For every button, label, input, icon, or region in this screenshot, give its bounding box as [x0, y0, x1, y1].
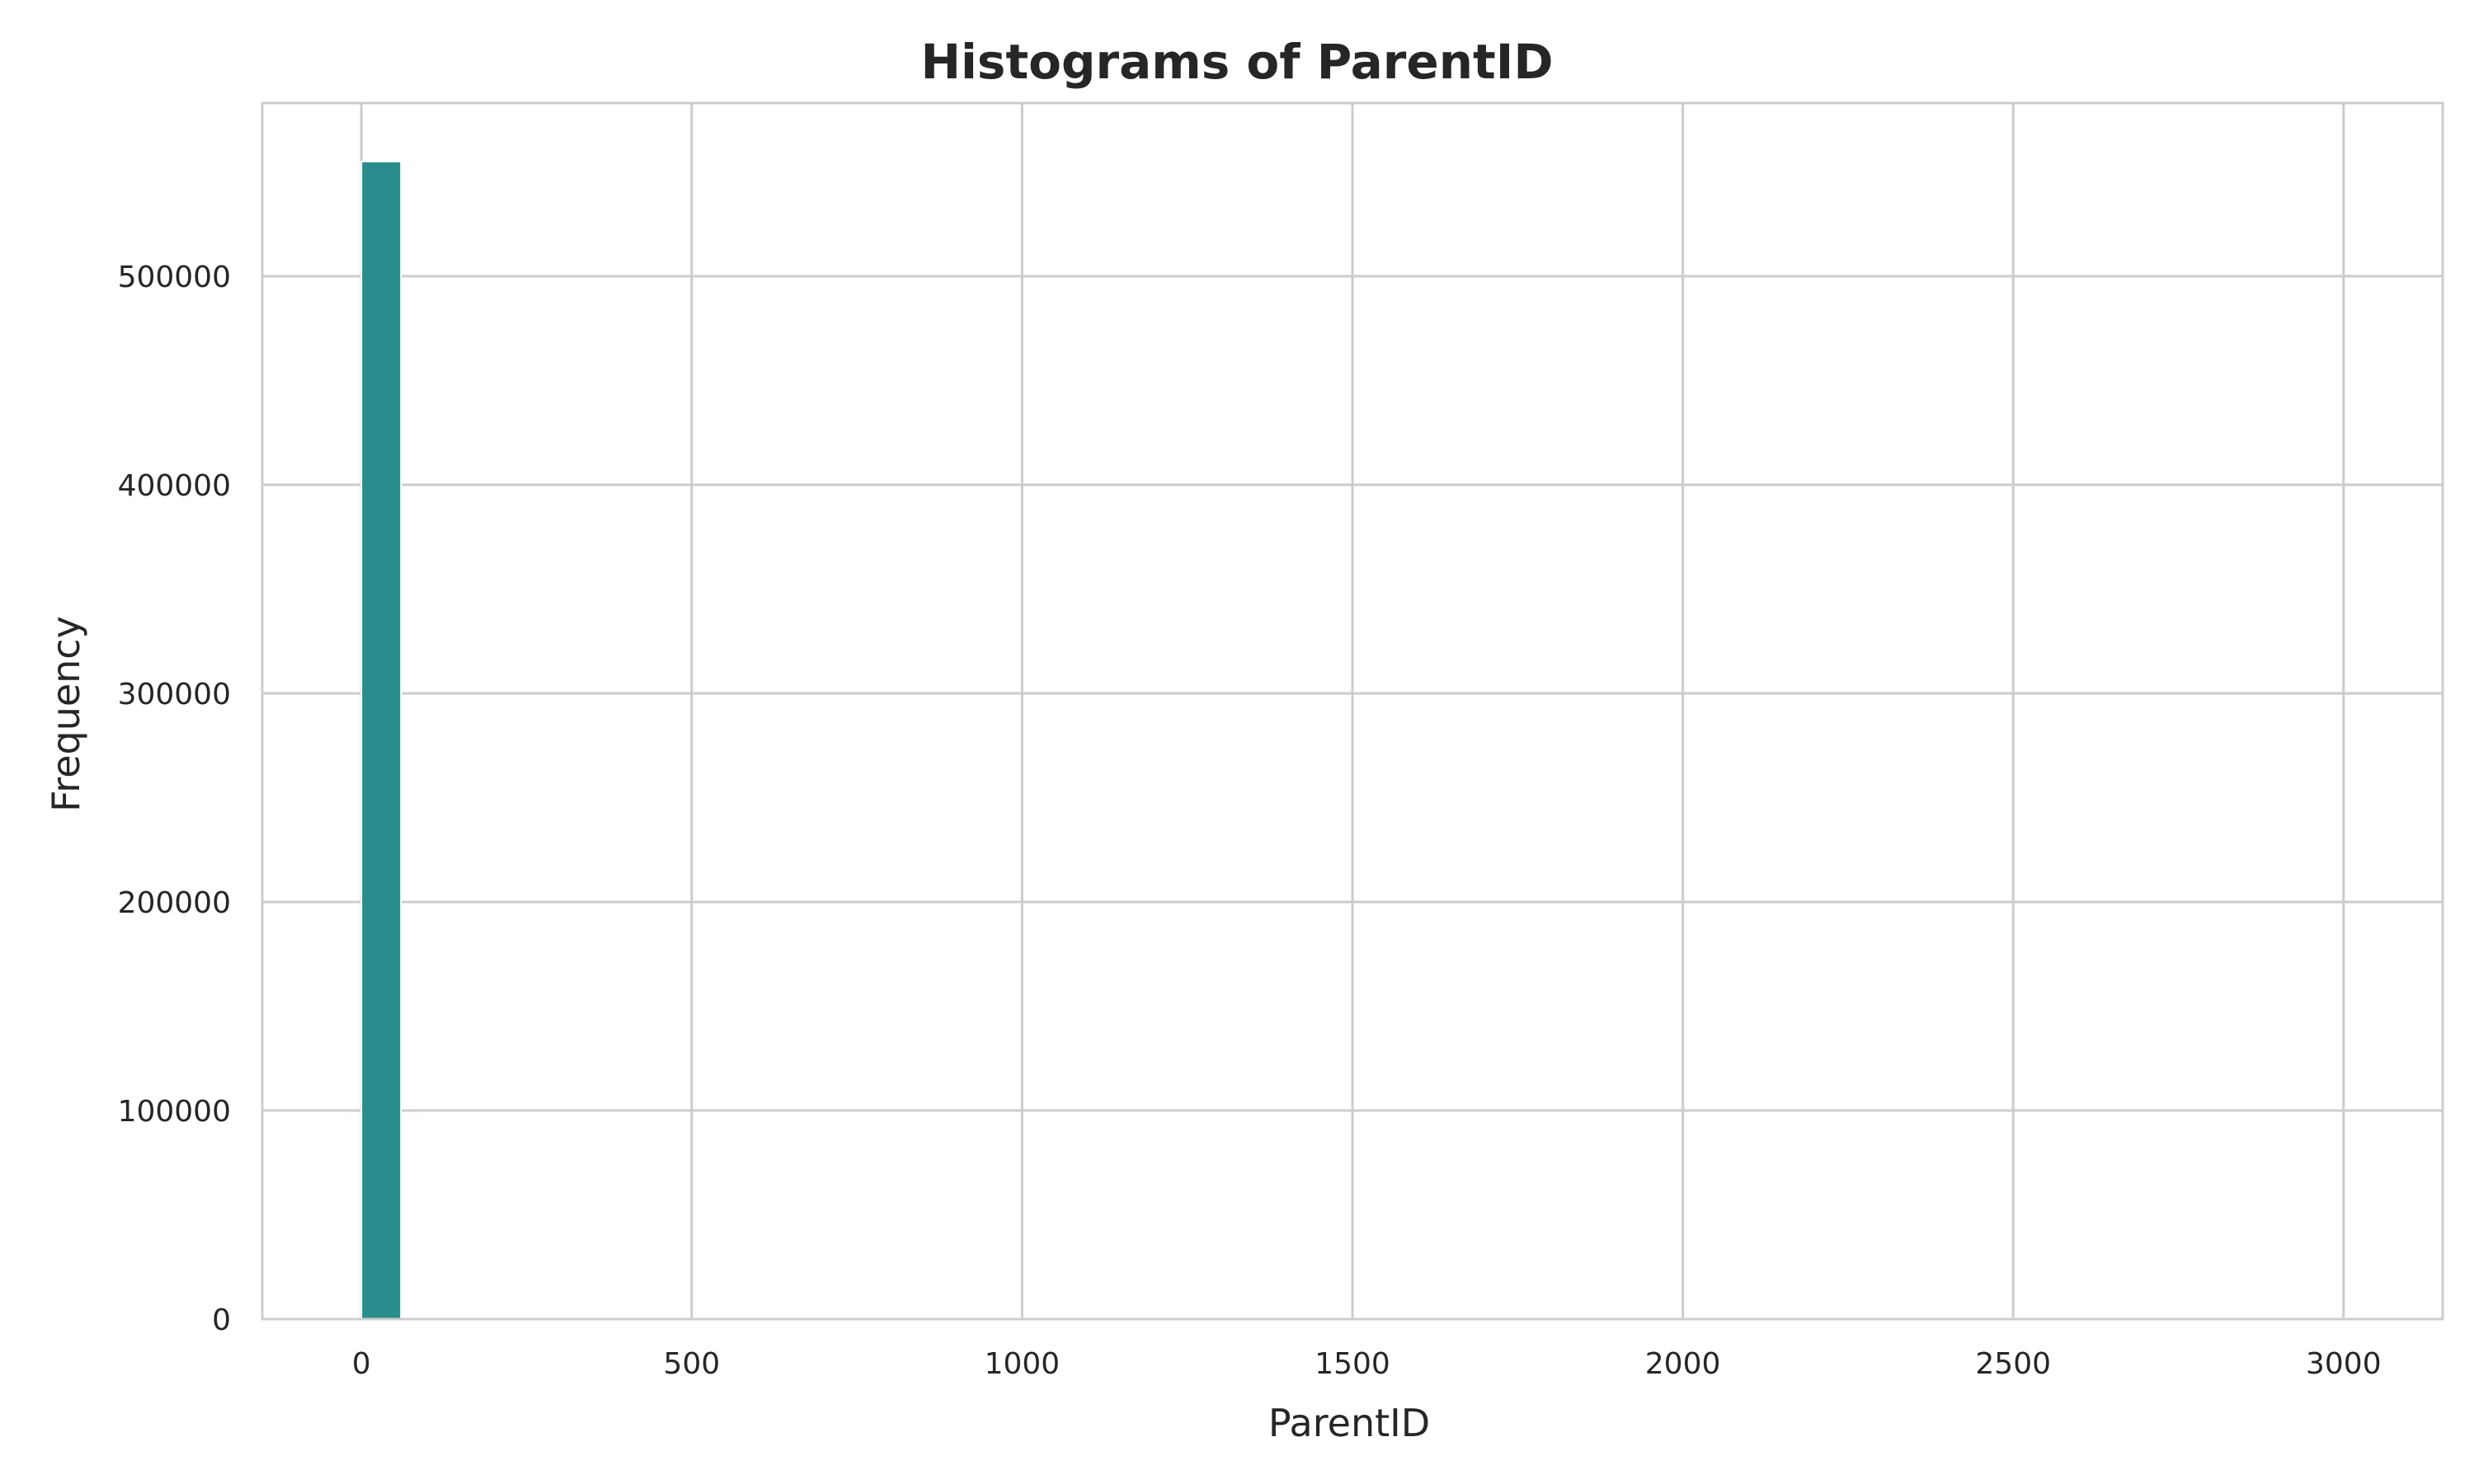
- plot-frame: [261, 101, 2444, 1321]
- y-tick-label: 500000: [118, 261, 231, 294]
- x-tick-label: 500: [663, 1347, 720, 1381]
- y-tick-label: 400000: [118, 469, 231, 503]
- x-tick-label: 2000: [1645, 1347, 1721, 1381]
- x-axis-label: ParentID: [1268, 1401, 1430, 1445]
- y-tick-labels: 0 100000 200000 300000 400000 500000: [118, 261, 231, 1337]
- x-tick-label: 0: [352, 1347, 371, 1381]
- x-tick-label: 2500: [1975, 1347, 2051, 1381]
- y-tick-label: 0: [212, 1303, 231, 1337]
- y-tick-label: 100000: [118, 1095, 231, 1129]
- x-tick-label: 1500: [1315, 1347, 1390, 1381]
- grid-lines: [262, 103, 2443, 1321]
- y-axis-label: Frequency: [44, 616, 88, 812]
- y-tick-label: 200000: [118, 886, 231, 920]
- y-tick-label: 300000: [118, 678, 231, 711]
- x-tick-label: 3000: [2306, 1347, 2382, 1381]
- x-tick-label: 1000: [985, 1347, 1061, 1381]
- x-tick-labels: 0 500 1000 1500 2000 2500 3000: [352, 1347, 2382, 1381]
- chart-title: Histograms of ParentID: [921, 34, 1554, 90]
- histogram-bar: [360, 160, 402, 1321]
- bars: [360, 160, 402, 1321]
